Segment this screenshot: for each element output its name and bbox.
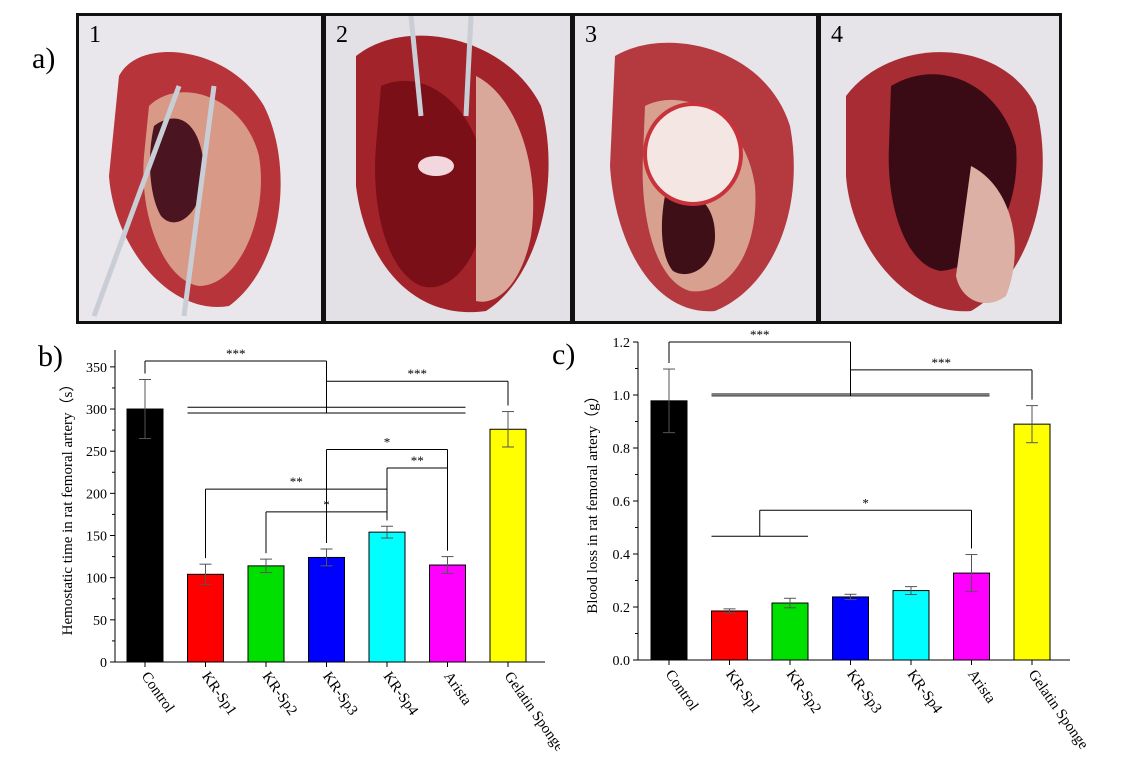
surgery-photo-strip: 1 2 3 4	[76, 13, 1062, 324]
y-tick-label: 50	[93, 614, 107, 629]
bar-kr-sp3	[832, 596, 869, 661]
y-tick-label: 150	[86, 530, 107, 545]
bar-kr-sp4	[892, 590, 930, 661]
photo-number-1: 1	[89, 22, 101, 48]
bar-kr-sp4	[368, 531, 406, 663]
significance-label: ***	[226, 346, 246, 361]
photo-number-4: 4	[831, 22, 843, 48]
photo-number-3: 3	[585, 22, 597, 48]
photo-2-image	[326, 16, 570, 321]
y-axis-title: Hemostatic time in rat femoral artery（s）	[59, 377, 76, 636]
x-tick-label: KR-Sp2	[783, 667, 824, 716]
photo-number-2: 2	[336, 22, 348, 48]
x-tick-label: Arista	[964, 667, 998, 706]
x-tick-label: KR-Sp1	[722, 667, 763, 716]
surgery-photo-3: 3	[572, 13, 819, 324]
x-tick-label: KR-Sp4	[904, 667, 946, 717]
hemostatic-time-chart: 0 50 100 150 200 250 300 350 Hemostatic time in …	[59, 346, 560, 755]
bar-kr-sp1	[711, 610, 748, 661]
y-tick-label: 300	[86, 403, 107, 418]
significance-label: **	[411, 453, 424, 468]
significance-label: *	[862, 495, 869, 510]
bar-kr-sp3	[308, 556, 345, 663]
y-tick-label: 100	[86, 572, 107, 587]
bar-gelatin-sponge	[1013, 423, 1051, 661]
y-tick-label: 0.0	[613, 654, 631, 669]
photo-3-image	[575, 16, 816, 321]
x-tick-label: KR-Sp3	[843, 667, 884, 716]
bar-arista	[429, 564, 466, 663]
panel-label-b: b)	[38, 340, 63, 373]
y-tick-label: 0	[100, 656, 107, 671]
x-tick-label: Control	[662, 667, 701, 714]
surgery-photo-1: 1	[76, 13, 324, 324]
bar-kr-sp2	[771, 602, 809, 661]
significance-label: ***	[750, 327, 770, 342]
y-axis-title: Blood loss in rat femoral artery（g）	[584, 388, 601, 613]
y-tick-label: 0.8	[613, 442, 631, 457]
panel-label-c: c)	[552, 338, 576, 371]
y-tick-label: 1.2	[613, 336, 631, 351]
y-tick-label: 0.4	[613, 548, 631, 563]
surgery-photo-2: 2	[323, 13, 573, 324]
bar-kr-sp2	[247, 565, 285, 663]
significance-label: *	[323, 497, 330, 512]
panel-label-a: a)	[32, 42, 56, 75]
significance-label: *	[384, 435, 391, 450]
surgery-photo-4: 4	[818, 13, 1062, 324]
y-tick-label: 1.0	[613, 389, 631, 404]
photo-4-image	[821, 16, 1059, 321]
significance-label: ***	[932, 355, 952, 370]
y-tick-label: 200	[86, 487, 107, 502]
y-tick-label: 250	[86, 445, 107, 460]
y-tick-label: 0.6	[613, 495, 631, 510]
y-tick-label: 0.2	[613, 601, 631, 616]
significance-label: **	[290, 474, 303, 489]
significance-label: ***	[408, 366, 428, 381]
photo-1-image	[79, 16, 321, 321]
x-tick-label: Gelatin Sponge	[1025, 667, 1092, 753]
bar-kr-sp1	[187, 573, 224, 663]
y-tick-label: 350	[86, 361, 107, 376]
bar-control	[650, 400, 688, 661]
